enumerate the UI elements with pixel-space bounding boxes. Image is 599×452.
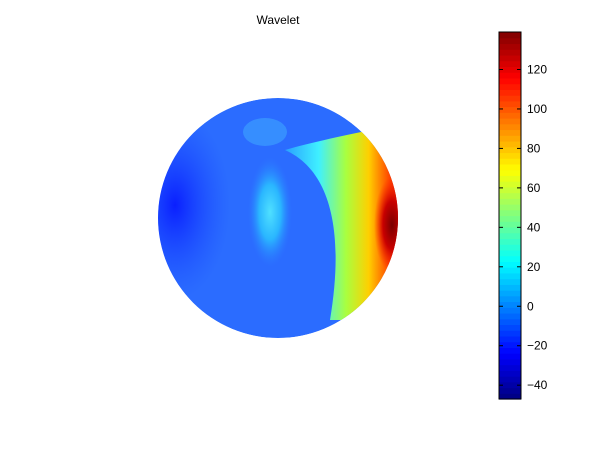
- colorbar-strip: [499, 112, 521, 119]
- colorbar-strip: [499, 376, 521, 383]
- colorbar-strip: [499, 312, 521, 320]
- colorbar-tick-label: 100: [527, 102, 547, 116]
- colorbar-strip: [499, 232, 521, 240]
- colorbar-tick-label: 120: [527, 62, 547, 76]
- colorbar-strip: [499, 37, 521, 45]
- colorbar-strip: [499, 83, 521, 90]
- colorbar-strip: [499, 175, 521, 182]
- colorbar-strip: [499, 244, 521, 251]
- colorbar-strip: [499, 347, 521, 354]
- colorbar-strip: [499, 158, 521, 165]
- colorbar: −40 −20 0 20 40 60 80 100 120: [498, 31, 548, 400]
- colorbar-strip: [499, 118, 521, 125]
- colorbar-strip: [499, 163, 521, 171]
- colorbar-strip: [499, 152, 521, 159]
- colorbar-strip: [499, 364, 521, 371]
- left-limb-low-region: [158, 110, 230, 300]
- colorbar-strip: [499, 100, 521, 108]
- central-lobe-region: [248, 157, 292, 267]
- colorbar-strip: [499, 209, 521, 217]
- colorbar-strip: [499, 301, 521, 308]
- colorbar-strip: [499, 278, 521, 285]
- colorbar-strip: [499, 192, 521, 199]
- sphere-plot: [158, 98, 398, 338]
- colorbar-strip: [499, 284, 521, 291]
- colorbar-strip: [499, 60, 521, 67]
- colorbar-strip: [499, 324, 521, 331]
- colorbar-strip: [499, 387, 521, 394]
- colorbar-strip: [499, 341, 521, 348]
- colorbar-frame: [498, 31, 522, 400]
- colorbar-strip: [499, 238, 521, 245]
- colorbar-strip: [499, 255, 521, 262]
- colorbar-tick-label: 40: [527, 220, 541, 234]
- colorbar-strips: [499, 32, 521, 400]
- colorbar-strip: [499, 393, 521, 400]
- colorbar-tick-label: 60: [527, 181, 541, 195]
- colorbar-strip: [499, 49, 521, 56]
- colorbar-strip: [499, 140, 521, 148]
- colorbar-strip: [499, 135, 521, 142]
- colorbar-strip: [499, 330, 521, 337]
- colorbar-strip: [499, 129, 521, 136]
- colorbar-ticks: −40 −20 0 20 40 60 80 100 120: [499, 62, 548, 392]
- colorbar-strip: [499, 181, 521, 188]
- chart-title: Wavelet: [257, 13, 301, 27]
- colorbar-tick-label: 20: [527, 260, 541, 274]
- colorbar-strip: [499, 249, 521, 257]
- colorbar-strip: [499, 353, 521, 360]
- colorbar-strip: [499, 198, 521, 205]
- colorbar-strip: [499, 318, 521, 326]
- peak-region: [374, 177, 398, 273]
- colorbar-strip: [499, 358, 521, 366]
- colorbar-strip: [499, 295, 521, 303]
- colorbar-strip: [499, 54, 521, 62]
- colorbar-strip: [499, 267, 521, 274]
- upper-lobe-region: [243, 118, 287, 146]
- colorbar-strip: [499, 335, 521, 343]
- colorbar-strip: [499, 169, 521, 176]
- colorbar-strip: [499, 106, 521, 113]
- colorbar-strip: [499, 226, 521, 234]
- colorbar-strip: [499, 123, 521, 131]
- colorbar-strip: [499, 72, 521, 79]
- colorbar-strip: [499, 66, 521, 73]
- colorbar-strip: [499, 261, 521, 268]
- colorbar-strip: [499, 89, 521, 96]
- colorbar-strip: [499, 370, 521, 377]
- colorbar-strip: [499, 32, 521, 39]
- colorbar-strip: [499, 186, 521, 194]
- colorbar-strip: [499, 215, 521, 222]
- colorbar-strip: [499, 272, 521, 280]
- colorbar-tick-label: −20: [527, 339, 548, 353]
- colorbar-strip: [499, 43, 521, 50]
- colorbar-tick-label: 0: [527, 299, 534, 313]
- colorbar-strip: [499, 381, 521, 389]
- colorbar-strip: [499, 95, 521, 102]
- colorbar-tick-label: −40: [527, 378, 548, 392]
- colorbar-strip: [499, 221, 521, 228]
- colorbar-strip: [499, 77, 521, 85]
- colorbar-strip: [499, 204, 521, 211]
- colorbar-strip: [499, 307, 521, 314]
- colorbar-strip: [499, 146, 521, 154]
- colorbar-tick-label: 80: [527, 141, 541, 155]
- colorbar-strip: [499, 290, 521, 297]
